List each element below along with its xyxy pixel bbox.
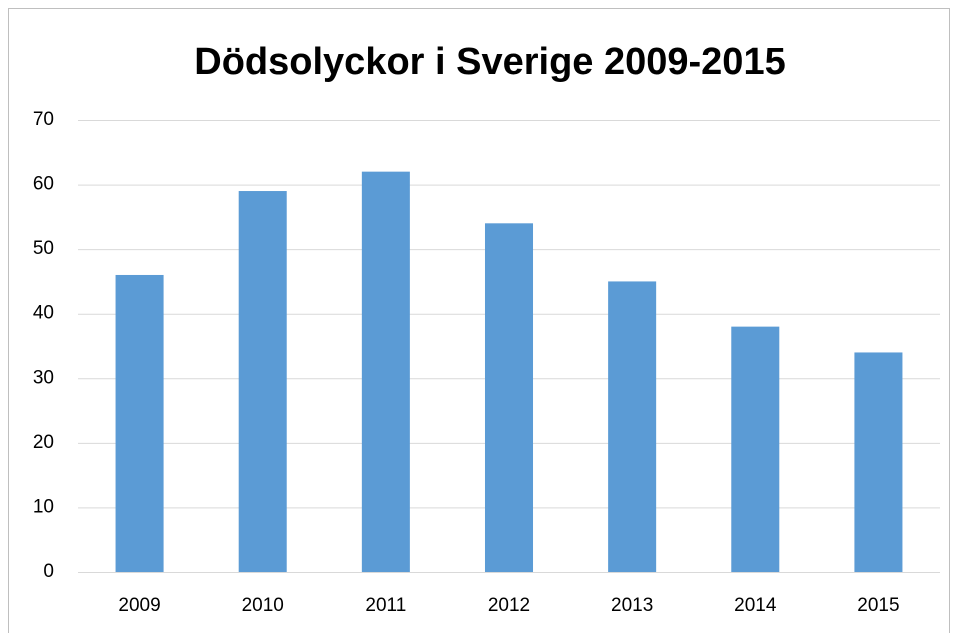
x-tick-label: 2011	[365, 595, 406, 616]
y-tick-label: 40	[33, 303, 54, 324]
x-tick-label: 2010	[242, 595, 284, 616]
bar	[484, 223, 534, 573]
bar	[854, 352, 903, 572]
x-tick-label: 2012	[488, 595, 530, 616]
y-tick-label: 0	[43, 561, 54, 582]
y-tick-label: 10	[33, 496, 54, 517]
y-tick-label: 70	[33, 109, 54, 130]
chart-frame	[8, 8, 950, 633]
bar	[361, 171, 410, 572]
chart-title: Dödsolyckor i Sverige 2009-2015	[194, 41, 785, 83]
bar	[608, 281, 657, 572]
x-tick-label: 2009	[118, 595, 160, 616]
x-tick-label: 2015	[857, 595, 899, 616]
y-tick-label: 60	[33, 174, 54, 195]
y-tick-label: 30	[33, 367, 54, 388]
y-tick-label: 50	[33, 238, 54, 259]
y-tick-label: 20	[33, 432, 54, 453]
bar	[731, 326, 780, 572]
x-tick-label: 2013	[611, 595, 653, 616]
bar	[115, 274, 164, 572]
x-tick-label: 2014	[734, 595, 777, 616]
bar	[238, 191, 287, 572]
